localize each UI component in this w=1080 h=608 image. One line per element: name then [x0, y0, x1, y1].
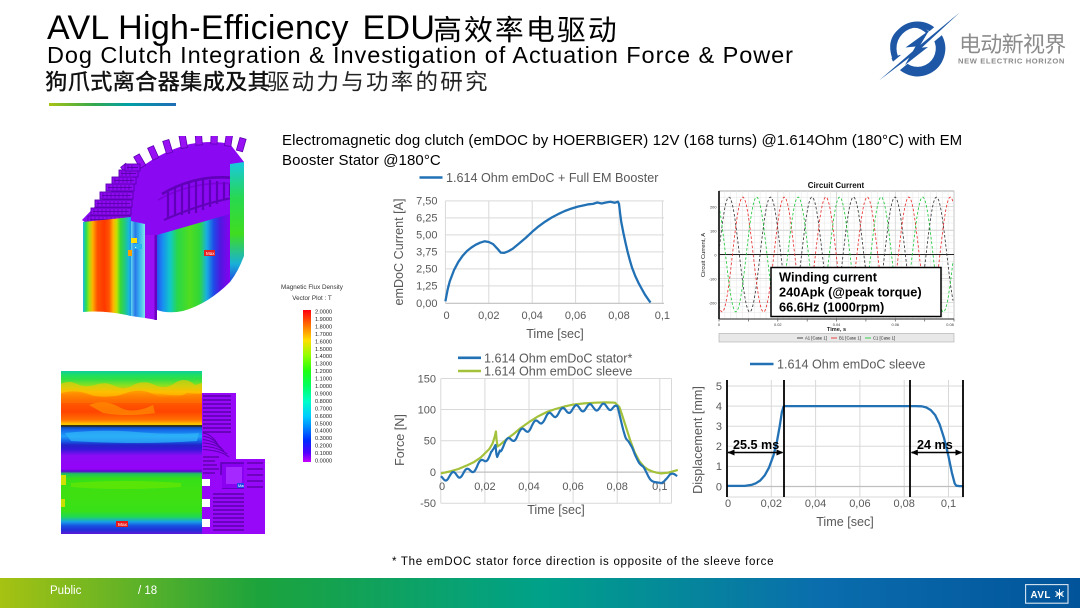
- svg-text:NEW ELECTRIC HORIZON: NEW ELECTRIC HORIZON: [958, 56, 1065, 65]
- svg-text:1.614 Ohm emDoC stator*: 1.614 Ohm emDoC stator*: [484, 351, 632, 365]
- svg-text:2.0000: 2.0000: [315, 310, 332, 316]
- svg-text:0: 0: [718, 322, 721, 327]
- svg-text:0,02: 0,02: [474, 481, 495, 493]
- svg-text:1: 1: [716, 461, 722, 473]
- svg-text:1.3000: 1.3000: [315, 362, 332, 368]
- svg-text:100: 100: [418, 404, 436, 416]
- svg-text:0,08: 0,08: [608, 310, 629, 322]
- svg-text:0.2000: 0.2000: [315, 444, 332, 450]
- svg-text:5: 5: [716, 381, 722, 393]
- svg-text:1.4000: 1.4000: [315, 354, 332, 360]
- svg-text:Circuit Current, A: Circuit Current, A: [701, 233, 707, 277]
- svg-text:0.02: 0.02: [774, 322, 782, 327]
- svg-text:0,08: 0,08: [893, 498, 914, 510]
- svg-text:0,04: 0,04: [518, 481, 539, 493]
- svg-text:Time [sec]: Time [sec]: [527, 503, 585, 517]
- svg-text:0: 0: [439, 481, 445, 493]
- svg-text:0.6000: 0.6000: [315, 414, 332, 420]
- svg-text:-50: -50: [420, 498, 436, 510]
- svg-text:0,04: 0,04: [805, 498, 826, 510]
- svg-text:1.7000: 1.7000: [315, 332, 332, 338]
- svg-text:Time [sec]: Time [sec]: [526, 327, 584, 341]
- svg-text:Vector Plot : T: Vector Plot : T: [292, 295, 332, 302]
- svg-text:50: 50: [424, 436, 436, 448]
- svg-text:Winding current: Winding current: [779, 270, 878, 285]
- svg-text:150: 150: [418, 373, 436, 385]
- svg-text:0: 0: [714, 252, 717, 257]
- svg-text:0.06: 0.06: [892, 322, 900, 327]
- svg-text:Magnetic Flux Density: Magnetic Flux Density: [281, 284, 344, 291]
- svg-text:5,00: 5,00: [416, 230, 437, 242]
- svg-text:1.614 Ohm emDoC + Full EM Boos: 1.614 Ohm emDoC + Full EM Booster: [446, 171, 658, 185]
- svg-text:0,00: 0,00: [416, 298, 437, 310]
- svg-text:C1 [Case 1]: C1 [Case 1]: [873, 336, 895, 341]
- svg-text:0.1000: 0.1000: [315, 451, 332, 457]
- svg-text:0.0000: 0.0000: [315, 459, 332, 465]
- svg-text:1,25: 1,25: [416, 281, 437, 293]
- svg-text:A1 [Case 1]: A1 [Case 1]: [805, 336, 827, 341]
- svg-text:0.04: 0.04: [833, 322, 841, 327]
- svg-text:0.3000: 0.3000: [315, 436, 332, 442]
- svg-text:3: 3: [716, 421, 722, 433]
- svg-text:Time, s: Time, s: [827, 327, 846, 333]
- svg-text:1.614 Ohm emDoC sleeve: 1.614 Ohm emDoC sleeve: [484, 365, 632, 379]
- svg-text:100: 100: [710, 228, 717, 233]
- svg-text:1.9000: 1.9000: [315, 317, 332, 323]
- svg-text:0,02: 0,02: [761, 498, 782, 510]
- svg-text:0: 0: [725, 498, 731, 510]
- svg-text:0,1: 0,1: [941, 498, 956, 510]
- svg-text:B1 [Case 1]: B1 [Case 1]: [839, 336, 861, 341]
- svg-text:0.7000: 0.7000: [315, 406, 332, 412]
- svg-text:0,06: 0,06: [565, 310, 586, 322]
- svg-text:Max: Max: [118, 522, 128, 528]
- svg-text:1.2000: 1.2000: [315, 369, 332, 375]
- svg-text:1.5000: 1.5000: [315, 347, 332, 353]
- svg-text:0: 0: [430, 467, 436, 479]
- svg-text:Time [sec]: Time [sec]: [816, 515, 874, 529]
- svg-text:Circuit Current: Circuit Current: [808, 181, 865, 190]
- svg-text:7,50: 7,50: [416, 196, 437, 208]
- svg-text:0.5000: 0.5000: [315, 421, 332, 427]
- svg-text:200: 200: [710, 204, 717, 209]
- svg-text:2: 2: [716, 441, 722, 453]
- svg-text:AVL: AVL: [1031, 590, 1051, 601]
- svg-text:Max: Max: [238, 484, 245, 488]
- svg-text:0,1: 0,1: [655, 310, 670, 322]
- svg-text:0,1: 0,1: [652, 481, 667, 493]
- svg-text:1.1000: 1.1000: [315, 377, 332, 383]
- svg-text:1.8000: 1.8000: [315, 324, 332, 330]
- svg-text:0,08: 0,08: [606, 481, 627, 493]
- svg-text:0,04: 0,04: [521, 310, 542, 322]
- svg-text:66.6Hz (1000rpm): 66.6Hz (1000rpm): [779, 300, 884, 315]
- svg-text:240Apk (@peak torque): 240Apk (@peak torque): [779, 285, 922, 300]
- svg-text:•: •: [135, 245, 137, 250]
- svg-text:3,75: 3,75: [416, 247, 437, 259]
- svg-text:0.9000: 0.9000: [315, 391, 332, 397]
- svg-text:0: 0: [716, 481, 722, 493]
- svg-text:24 ms: 24 ms: [917, 438, 953, 452]
- svg-text:6,25: 6,25: [416, 213, 437, 225]
- svg-text:0.4000: 0.4000: [315, 429, 332, 435]
- svg-text:2,50: 2,50: [416, 264, 437, 276]
- svg-text:0,06: 0,06: [562, 481, 583, 493]
- svg-text:0.08: 0.08: [946, 322, 954, 327]
- svg-text:0,02: 0,02: [478, 310, 499, 322]
- svg-text:1.0000: 1.0000: [315, 384, 332, 390]
- svg-text:0: 0: [443, 310, 449, 322]
- svg-text:0,06: 0,06: [849, 498, 870, 510]
- svg-text:emDoC Current [A]: emDoC Current [A]: [392, 198, 406, 305]
- svg-text:-200: -200: [709, 300, 718, 305]
- svg-text:1.6000: 1.6000: [315, 339, 332, 345]
- svg-text:-100: -100: [709, 276, 718, 281]
- svg-text:Force [N]: Force [N]: [393, 414, 407, 466]
- svg-text:1.614 Ohm emDoC sleeve: 1.614 Ohm emDoC sleeve: [777, 358, 925, 372]
- svg-text:0.8000: 0.8000: [315, 399, 332, 405]
- svg-text:Max: Max: [206, 251, 215, 256]
- svg-text:4: 4: [716, 401, 722, 413]
- svg-text:25.5 ms: 25.5 ms: [733, 438, 779, 452]
- svg-text:Displacement [mm]: Displacement [mm]: [691, 386, 705, 494]
